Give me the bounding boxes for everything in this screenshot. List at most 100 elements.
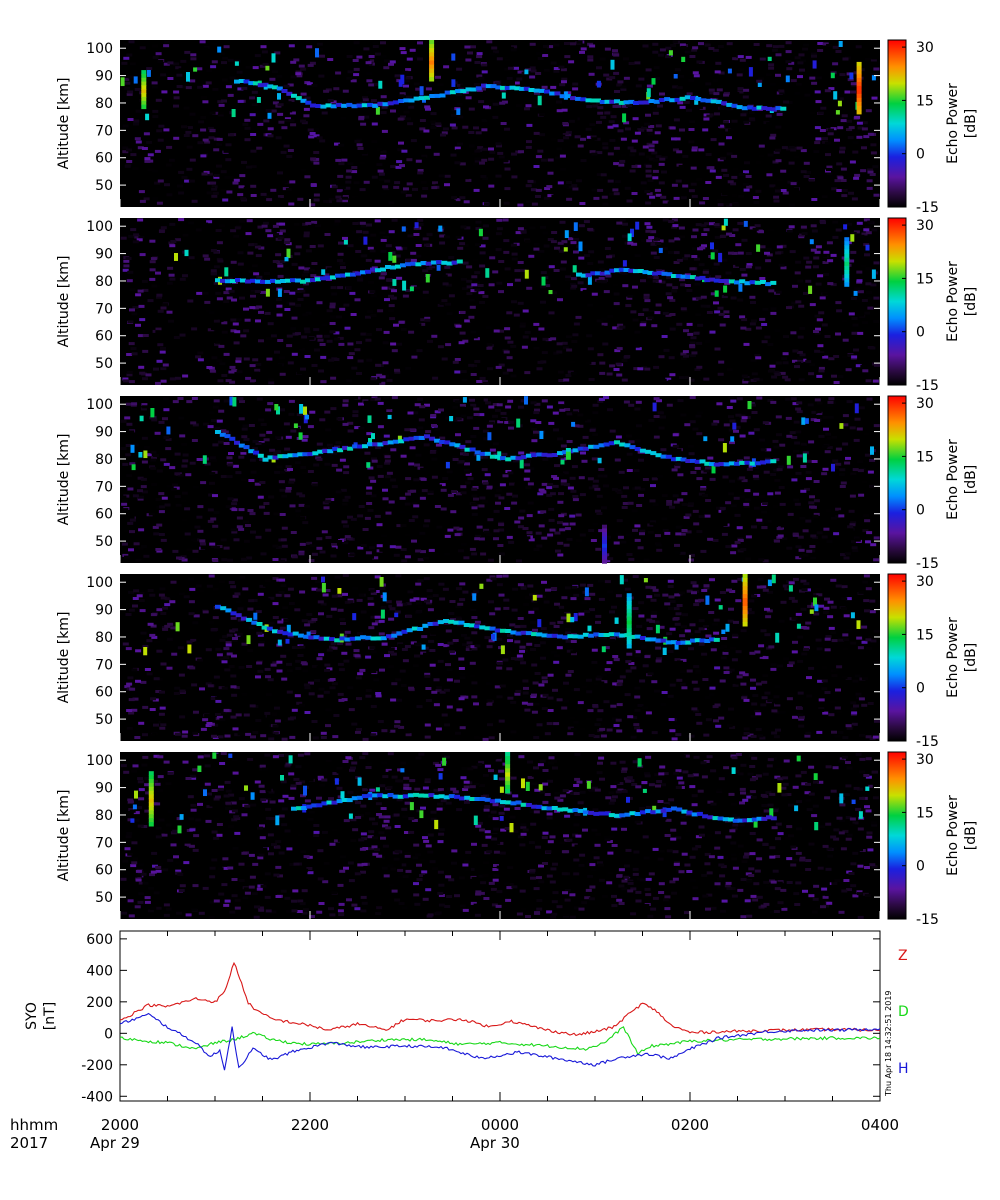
noise-cell [850,521,857,525]
noise-cell [328,358,335,362]
noise-cell [218,52,225,56]
noise-cell [380,154,387,158]
noise-cell [227,558,233,562]
noise-cell [659,280,666,284]
noise-cell [138,235,145,239]
noise-cell [646,239,653,243]
noise-cell [216,297,223,301]
noise-cell [295,245,302,249]
noise-cell [642,145,649,149]
noise-cell [156,295,162,299]
noise-cell [395,144,402,148]
noise-cell [228,452,234,455]
noise-cell [736,397,743,401]
noise-cell [580,288,587,292]
noise-cell [771,48,778,52]
noise-cell [662,200,669,204]
noise-cell [718,360,725,364]
noise-cell [423,296,429,300]
noise-cell [659,92,665,96]
noise-cell [725,545,732,549]
noise-cell [128,380,135,384]
noise-cell [230,229,237,233]
noise-cell [316,301,323,305]
noise-cell [731,194,738,197]
noise-cell [330,547,337,551]
noise-cell [203,170,210,174]
noise-cell [372,556,379,560]
noise-cell [743,502,750,506]
noise-cell [222,430,229,434]
noise-cell [731,154,738,158]
noise-cell [795,556,802,560]
noise-cell [621,359,628,362]
noise-cell [683,515,690,519]
noise-cell [185,193,191,197]
noise-cell [460,448,467,452]
noise-cell [192,134,199,138]
noise-cell [623,76,630,80]
noise-cell [570,294,577,298]
echo-speck [747,401,752,410]
noise-cell [790,508,796,512]
noise-cell [184,507,191,511]
noise-cell [592,411,599,415]
noise-cell [275,136,282,140]
noise-cell [295,509,302,513]
noise-cell [533,548,540,551]
noise-cell [599,57,606,61]
noise-cell [612,188,619,192]
noise-cell [161,496,168,500]
noise-cell [420,550,426,554]
noise-cell [867,306,874,310]
noise-cell [654,311,661,315]
noise-cell [790,182,797,186]
noise-cell [127,487,134,491]
noise-cell [151,70,158,74]
noise-cell [361,151,368,155]
noise-cell [288,412,295,416]
noise-cell [571,184,578,188]
noise-cell [548,507,555,511]
echo-cell [699,275,706,280]
noise-cell [746,185,753,189]
noise-cell [206,366,213,369]
noise-cell [723,93,730,97]
noise-cell [628,62,635,65]
noise-cell [873,424,880,428]
noise-cell [761,526,768,529]
noise-cell [300,367,306,371]
noise-cell [231,508,238,512]
noise-cell [606,255,613,259]
noise-cell [221,558,228,562]
noise-cell [298,64,305,68]
noise-cell [661,170,667,174]
noise-cell [762,307,769,311]
noise-cell [513,313,520,317]
noise-cell [519,509,526,513]
noise-cell [295,514,302,517]
noise-cell [808,666,815,670]
noise-cell [230,260,237,264]
noise-cell [539,285,546,289]
noise-cell [679,278,686,282]
noise-cell [731,579,738,583]
echo-speck [871,75,876,81]
noise-cell [302,222,309,226]
noise-cell [412,411,419,415]
noise-cell [648,418,655,422]
noise-cell [128,515,135,519]
noise-cell [768,93,775,97]
noise-cell [280,150,287,154]
noise-cell [667,201,674,205]
noise-cell [213,545,220,549]
echo-cell [325,275,331,280]
noise-cell [284,117,291,121]
noise-cell [641,187,648,190]
noise-cell [723,202,730,206]
noise-field [120,40,880,207]
noise-cell [415,453,422,457]
noise-cell [389,317,396,321]
echo-cell [248,81,255,86]
noise-cell [705,499,712,502]
